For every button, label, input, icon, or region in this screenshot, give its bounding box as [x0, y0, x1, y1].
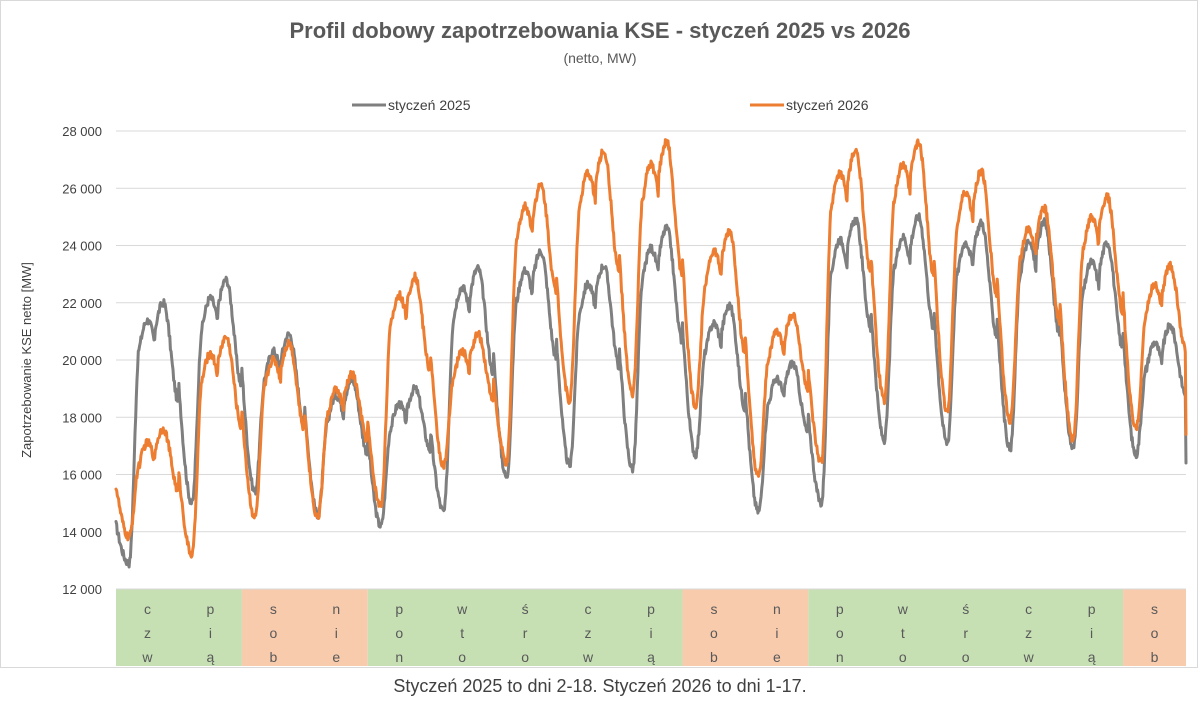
day-label-letter: e	[332, 649, 340, 665]
y-tick-label: 26 000	[62, 181, 102, 196]
day-label-letter: s	[1151, 601, 1158, 617]
y-tick-label: 16 000	[62, 468, 102, 483]
day-label-letter: p	[647, 601, 655, 617]
day-label-letter: ą	[647, 649, 655, 665]
day-label-letter: t	[901, 625, 905, 641]
day-label-letter: r	[523, 625, 528, 641]
day-band-workday	[367, 589, 683, 666]
chart-subtitle: (netto, MW)	[563, 50, 636, 66]
day-label-letter: n	[836, 649, 844, 665]
day-label-letter: p	[836, 601, 844, 617]
day-label-letter: z	[585, 625, 592, 641]
y-tick-label: 22 000	[62, 296, 102, 311]
day-label-letter: p	[1088, 601, 1096, 617]
day-label-letter: w	[897, 601, 909, 617]
day-label-letter: o	[395, 625, 403, 641]
day-label-letter: r	[963, 625, 968, 641]
day-label-letter: o	[458, 649, 466, 665]
day-bands: czwpiąsobnieponwtośroczwpiąsobnieponwtoś…	[116, 588, 1186, 666]
series-line-2026	[114, 138, 1188, 559]
day-label-letter: o	[899, 649, 907, 665]
day-label-letter: b	[1151, 649, 1159, 665]
day-label-letter: n	[395, 649, 403, 665]
y-tick-label: 20 000	[62, 353, 102, 368]
legend: styczeń 2025 styczeń 2026	[352, 97, 869, 113]
day-label-letter: n	[773, 601, 781, 617]
day-label-letter: ś	[962, 601, 969, 617]
series-lines	[114, 138, 1188, 569]
day-label-letter: i	[1090, 625, 1093, 641]
legend-label-2025: styczeń 2025	[388, 97, 471, 113]
day-band-weekend	[682, 589, 809, 666]
day-label-letter: o	[521, 649, 529, 665]
day-band-weekend	[241, 589, 368, 666]
day-label-letter: w	[456, 601, 468, 617]
day-label-letter: s	[710, 601, 717, 617]
day-label-letter: b	[269, 649, 277, 665]
day-label-letter: w	[141, 649, 153, 665]
day-label-letter: c	[144, 601, 151, 617]
day-label-letter: i	[209, 625, 212, 641]
day-label-letter: o	[1151, 625, 1159, 641]
day-label-letter: z	[144, 625, 151, 641]
chart: Profil dobowy zapotrzebowania KSE - styc…	[19, 18, 1188, 666]
day-label-letter: i	[649, 625, 652, 641]
chart-title: Profil dobowy zapotrzebowania KSE - styc…	[289, 18, 910, 43]
day-label-letter: t	[460, 625, 464, 641]
day-label-letter: ś	[522, 601, 529, 617]
day-label-letter: o	[710, 625, 718, 641]
day-label-letter: c	[585, 601, 592, 617]
day-label-letter: s	[270, 601, 277, 617]
day-label-letter: w	[582, 649, 594, 665]
y-tick-label: 12 000	[62, 582, 102, 597]
day-label-letter: b	[710, 649, 718, 665]
y-tick-label: 14 000	[62, 525, 102, 540]
day-label-letter: p	[207, 601, 215, 617]
y-axis-label: Zapotrzebowanie KSE netto [MW]	[19, 262, 34, 458]
y-axis-ticks: 12 000 14 000 16 000 18 000 20 000 22 000 24 0…	[62, 124, 102, 597]
footnote: Styczeń 2025 to dni 2-18. Styczeń 2026 t…	[393, 676, 807, 696]
y-tick-label: 28 000	[62, 124, 102, 139]
day-label-letter: ą	[1088, 649, 1096, 665]
series-line-2025	[114, 212, 1188, 569]
day-label-letter: z	[1025, 625, 1032, 641]
day-label-letter: c	[1025, 601, 1032, 617]
day-band-workday	[116, 589, 242, 666]
day-label-letter: n	[332, 601, 340, 617]
day-label-letter: i	[335, 625, 338, 641]
gridlines	[116, 130, 1186, 533]
day-band-weekend	[1123, 589, 1186, 666]
legend-label-2026: styczeń 2026	[786, 97, 869, 113]
day-label-letter: ą	[207, 649, 215, 665]
day-label-letter: e	[773, 649, 781, 665]
y-tick-label: 24 000	[62, 239, 102, 254]
chart-frame	[0, 0, 1198, 668]
day-label-letter: i	[775, 625, 778, 641]
y-tick-label: 18 000	[62, 410, 102, 425]
day-label-letter: o	[836, 625, 844, 641]
day-label-letter: p	[395, 601, 403, 617]
day-label-letter: o	[962, 649, 970, 665]
day-label-letter: o	[269, 625, 277, 641]
day-label-letter: w	[1023, 649, 1035, 665]
day-band-workday	[808, 589, 1124, 666]
